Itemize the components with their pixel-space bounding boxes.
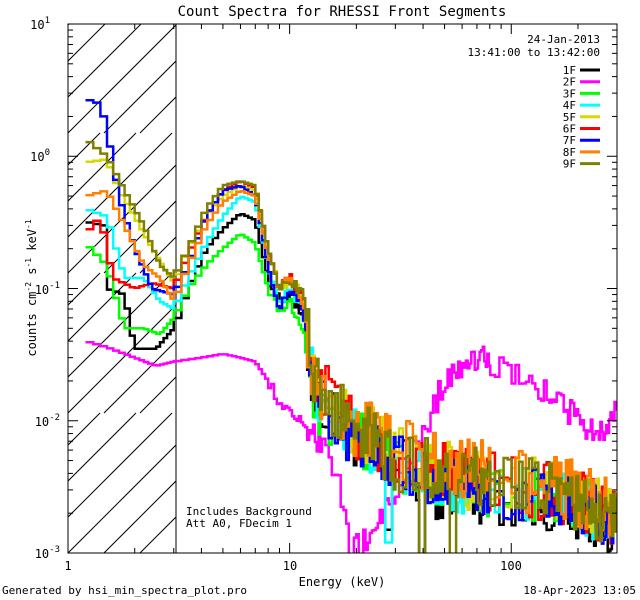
y-tick-label-10-0: 100 [30, 148, 50, 164]
legend-label-7F: 7F [563, 134, 576, 147]
hatch-line [500, 273, 640, 413]
legend-label-2F: 2F [563, 76, 576, 89]
hatched-region [0, 0, 640, 553]
x-tick-labels: 1 10 100 [64, 559, 521, 573]
footer-timestamp: 18-Apr-2023 13:05 [523, 584, 636, 597]
annotation-background: Includes Background [186, 505, 312, 518]
hatch-line [68, 412, 137, 482]
hatch-line [284, 133, 424, 273]
hatch-line [139, 96, 176, 134]
hatch-line [68, 304, 176, 414]
hatch-line [536, 273, 640, 413]
hatch-line [392, 273, 532, 413]
axis-ticks [67, 24, 618, 554]
hatch-line [175, 552, 176, 553]
legend-label-8F: 8F [563, 146, 576, 159]
y-tick-label-10-minus2: 10-2 [35, 413, 60, 429]
series-line-9F [85, 140, 617, 553]
hatch-line [356, 133, 496, 273]
y-tick-label-10-minus3: 10-3 [35, 545, 60, 561]
legend-label-6F: 6F [563, 123, 576, 136]
legend-label-3F: 3F [563, 87, 576, 100]
hatch-line [0, 413, 28, 553]
y-axis-label: counts cm-2 s-1 keV-1 [24, 219, 39, 356]
y-tick-labels: 101 100 10-1 10-2 10-3 [30, 16, 60, 561]
hatch-line [428, 133, 568, 273]
hatch-line [0, 273, 28, 413]
x-tick-label-1: 1 [64, 559, 71, 573]
hatch-line [68, 412, 101, 446]
date-label: 24-Jan-2013 [527, 33, 600, 46]
hatch-line [103, 200, 176, 274]
chart-title: Count Spectra for RHESSI Front Segments [178, 4, 507, 20]
hatch-line [68, 132, 173, 238]
hatch-line [103, 340, 176, 414]
hatch-line [139, 376, 176, 414]
hatch-line [536, 0, 640, 133]
footer-generated-by: Generated by hsi_min_spectra_plot.pro [2, 584, 248, 597]
hatch-line [536, 133, 640, 273]
hatch-line [68, 24, 142, 98]
x-tick-label-10: 10 [283, 559, 297, 573]
y-tick-label-10-1: 101 [30, 16, 50, 32]
hatch-line [0, 413, 64, 553]
series-line-2F [85, 340, 617, 553]
legend-label-1F: 1F [563, 64, 576, 77]
time-range-label: 13:41:00 to 13:42:00 [468, 46, 600, 59]
hatch-line [139, 516, 176, 553]
hatch-line [68, 272, 101, 306]
hatch-line [68, 24, 176, 134]
hatch-line [320, 133, 460, 273]
hatch-line [103, 60, 176, 134]
hatch-line [68, 412, 173, 518]
x-tick-label-100: 100 [500, 559, 522, 573]
hatch-line [68, 444, 176, 553]
hatch-line [139, 236, 176, 274]
x-axis-label: Energy (keV) [299, 575, 386, 589]
hatch-line [0, 0, 28, 133]
hatch-line [392, 133, 532, 273]
series-line-8F [85, 190, 617, 537]
hatch-line [68, 164, 176, 274]
legend-label-4F: 4F [563, 99, 576, 112]
legend-label-9F: 9F [563, 158, 576, 171]
hatch-line [0, 133, 28, 273]
hatch-line [464, 133, 604, 273]
hatch-line [464, 273, 604, 413]
hatch-line [356, 273, 496, 413]
annotation-attenuator: Att A0, FDecim 1 [186, 517, 292, 530]
hatch-line [68, 132, 101, 166]
legend-label-5F: 5F [563, 111, 576, 124]
y-tick-label-10-minus1: 10-1 [35, 281, 60, 297]
hatch-line [103, 480, 176, 553]
hatch-line [68, 24, 70, 26]
hatch-line [68, 272, 173, 378]
hatch-line [175, 272, 176, 273]
series-layer [85, 99, 617, 553]
